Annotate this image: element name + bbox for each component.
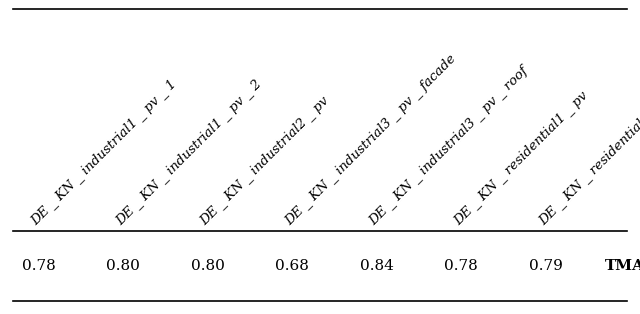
Text: 0.68: 0.68 (275, 259, 309, 273)
Text: TMAX: TMAX (604, 259, 640, 273)
Text: 0.78: 0.78 (22, 259, 55, 273)
Text: DE _ KN _ industrial1 _ pv _ 2: DE _ KN _ industrial1 _ pv _ 2 (114, 77, 264, 228)
Text: 0.78: 0.78 (444, 259, 478, 273)
Text: 0.80: 0.80 (191, 259, 225, 273)
Text: DE _ KN _ industrial2 _ pv: DE _ KN _ industrial2 _ pv (198, 94, 332, 228)
Text: DE _ KN _ residential4 _ pv: DE _ KN _ residential4 _ pv (536, 89, 640, 228)
Text: DE _ KN _ industrial3 _ pv _ facade: DE _ KN _ industrial3 _ pv _ facade (283, 52, 459, 228)
Text: 0.84: 0.84 (360, 259, 394, 273)
Text: DE _ KN _ industrial3 _ pv _ roof: DE _ KN _ industrial3 _ pv _ roof (367, 64, 531, 228)
Text: DE _ KN _ industrial1 _ pv _ 1: DE _ KN _ industrial1 _ pv _ 1 (29, 77, 180, 228)
Text: 0.80: 0.80 (106, 259, 140, 273)
Text: DE _ KN _ residential1 _ pv: DE _ KN _ residential1 _ pv (452, 89, 591, 228)
Text: 0.79: 0.79 (529, 259, 563, 273)
